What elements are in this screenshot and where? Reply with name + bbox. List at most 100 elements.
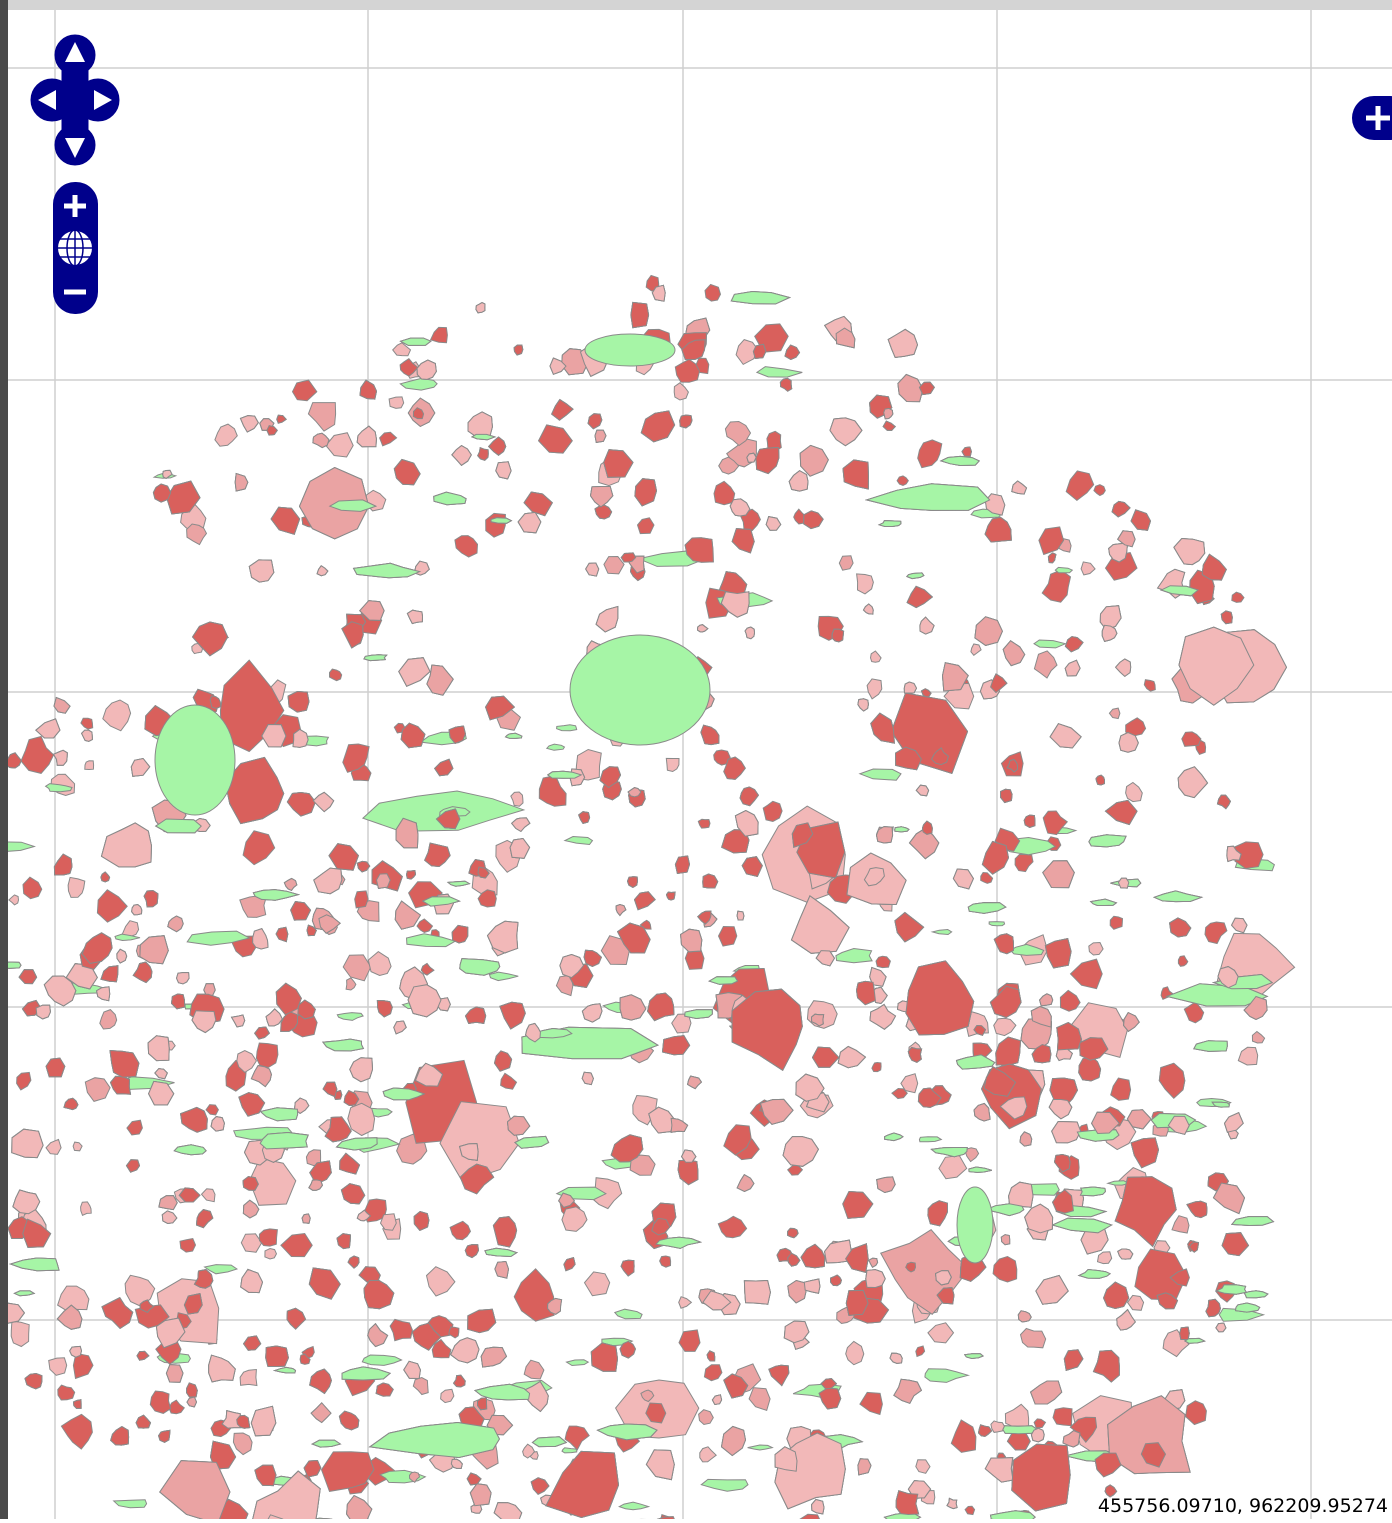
map-feature [651, 1217, 671, 1236]
map-feature [405, 933, 457, 948]
map-feature [677, 1159, 699, 1186]
map-feature [633, 891, 656, 911]
map-feature [678, 1329, 701, 1352]
map-feature [1126, 1294, 1145, 1311]
map-feature [191, 1010, 217, 1034]
map-feature [824, 1239, 852, 1264]
map-feature [956, 1186, 994, 1264]
map-feature [308, 1179, 323, 1191]
map-feature [774, 1446, 798, 1472]
map-feature [594, 504, 613, 520]
map-feature [1117, 877, 1130, 889]
map-feature [406, 609, 424, 625]
map-feature [1107, 1395, 1191, 1475]
zoom-in[interactable] [64, 195, 86, 217]
map-feature [681, 1149, 697, 1163]
arrow-up [65, 42, 85, 62]
map-feature [1185, 1400, 1207, 1426]
map-feature [208, 1354, 236, 1383]
map-feature [1002, 640, 1026, 667]
map-feature [363, 1279, 395, 1310]
map-feature [1114, 1176, 1177, 1248]
map-feature [480, 1346, 508, 1368]
map-feature [702, 1290, 732, 1311]
map-feature [20, 735, 55, 774]
map-feature [875, 826, 894, 844]
map-feature [368, 1421, 500, 1459]
map-feature [35, 1004, 51, 1020]
map-feature [1088, 834, 1127, 848]
map-feature [230, 1014, 246, 1028]
map-feature [420, 962, 435, 976]
map-feature [565, 1359, 590, 1367]
map-feature [924, 1368, 971, 1383]
map-feature [1054, 566, 1074, 574]
map-feature [999, 788, 1013, 804]
map-feature [920, 688, 932, 698]
map-feature [121, 920, 140, 938]
map-feature [935, 1270, 952, 1286]
map-feature [286, 791, 316, 817]
map-feature [69, 1345, 83, 1358]
map-feature [655, 1236, 703, 1249]
map-feature [759, 1098, 794, 1125]
map-feature [1041, 569, 1072, 603]
map-feature [634, 478, 658, 507]
map-feature [72, 1141, 83, 1152]
map-feature [549, 357, 567, 375]
map-feature [335, 1137, 378, 1151]
map-feature [946, 1497, 958, 1510]
map-feature [18, 969, 38, 985]
map-feature [242, 1335, 262, 1351]
map-feature [838, 555, 854, 571]
map-feature [238, 1092, 266, 1117]
map-feature [389, 1318, 413, 1342]
map-feature [135, 1414, 152, 1429]
map-feature [1181, 731, 1202, 747]
map-feature [674, 358, 701, 383]
map-feature [906, 572, 925, 580]
map-feature [467, 1308, 497, 1334]
map-feature [200, 1188, 216, 1203]
map-feature [1029, 1380, 1063, 1405]
map-feature [112, 1499, 148, 1509]
map-feature [595, 605, 619, 633]
map-feature [162, 469, 173, 479]
map-feature [1106, 1180, 1131, 1186]
map-feature [301, 1213, 311, 1224]
map-feature [961, 446, 972, 457]
map-feature [679, 414, 693, 429]
map-feature [1069, 958, 1103, 990]
map-feature [210, 1116, 225, 1132]
map-feature [887, 328, 919, 358]
map-feature [700, 724, 720, 746]
map-feature [193, 1269, 214, 1289]
pan-control[interactable] [30, 34, 120, 166]
map-feature [648, 1106, 676, 1134]
layer-switcher[interactable] [1352, 96, 1392, 140]
map-feature [829, 417, 863, 447]
map-feature [858, 768, 902, 781]
map-feature [724, 420, 752, 447]
map-feature [1220, 610, 1233, 625]
map-feature [584, 333, 676, 367]
map-feature [717, 925, 738, 947]
map-feature [665, 891, 676, 901]
map-feature [490, 517, 513, 524]
map-feature [375, 873, 391, 889]
map-feature [470, 433, 497, 441]
map-feature [318, 914, 341, 934]
map-feature [459, 1163, 495, 1195]
map-feature [421, 896, 461, 907]
arrow-down [65, 138, 85, 158]
map-feature [425, 1266, 456, 1297]
zoom-control[interactable] [53, 182, 98, 314]
map-feature [1095, 774, 1105, 786]
map-feature [1048, 1099, 1073, 1120]
map-feature [379, 431, 398, 447]
map-feature [729, 498, 751, 517]
map-feature [583, 949, 602, 967]
map-feature [1030, 1427, 1045, 1443]
map-feature [700, 1478, 749, 1492]
